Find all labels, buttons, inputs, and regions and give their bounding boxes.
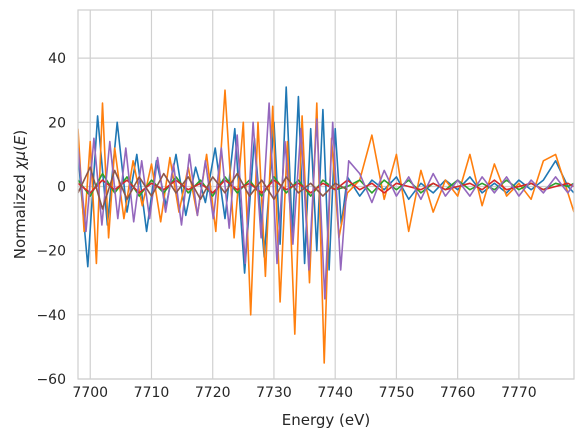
x-tick-label: 7700 bbox=[72, 385, 108, 401]
y-tick-labels: −60 −40 −20 0 20 40 bbox=[36, 51, 66, 388]
y-tick-label: 40 bbox=[48, 51, 66, 67]
x-tick-label: 7740 bbox=[317, 385, 353, 401]
x-tick-label: 7770 bbox=[501, 385, 537, 401]
y-tick-label: 0 bbox=[57, 179, 66, 195]
y-tick-label: −40 bbox=[36, 308, 66, 324]
series-layer bbox=[78, 86, 574, 364]
x-tick-label: 7750 bbox=[379, 385, 415, 401]
x-tick-labels: 7700 7710 7720 7730 7740 7750 7760 7770 bbox=[72, 385, 536, 401]
x-tick-label: 7710 bbox=[134, 385, 170, 401]
x-axis-label: Energy (eV) bbox=[282, 411, 370, 429]
y-axis-label: Normalized χμ(E) bbox=[11, 130, 29, 259]
x-tick-label: 7760 bbox=[440, 385, 476, 401]
series-line-5 bbox=[78, 102, 574, 300]
series-line-6 bbox=[78, 166, 348, 210]
x-tick-label: 7730 bbox=[256, 385, 292, 401]
y-tick-label: 20 bbox=[48, 115, 66, 131]
y-tick-label: −20 bbox=[36, 244, 66, 260]
series-line-2 bbox=[78, 89, 574, 364]
y-tick-label: −60 bbox=[36, 372, 66, 388]
x-tick-label: 7720 bbox=[195, 385, 231, 401]
plot-frame bbox=[77, 9, 575, 380]
